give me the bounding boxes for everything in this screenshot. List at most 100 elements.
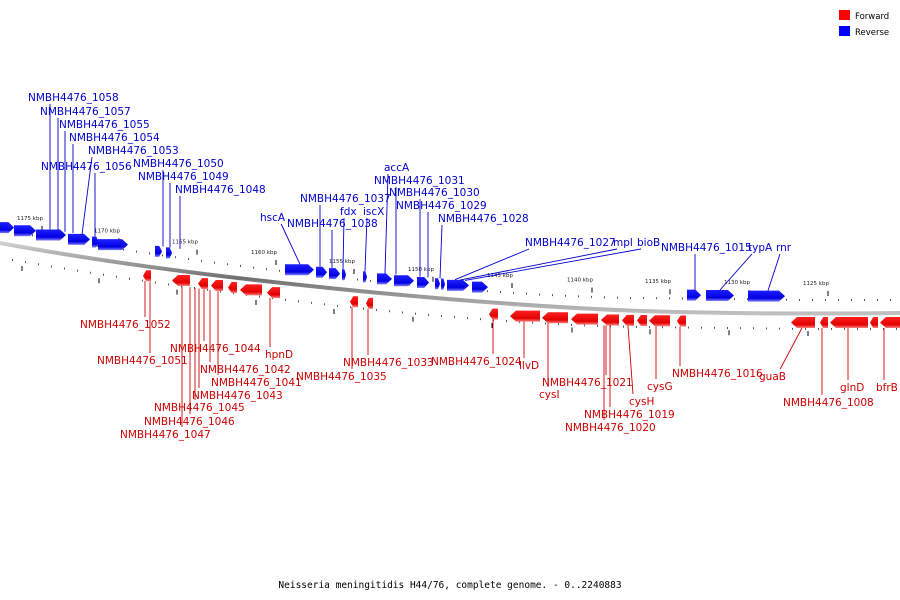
forward-track-dot (818, 328, 819, 330)
forward-gene-label: NMBH4476_1033 (343, 357, 434, 369)
reverse-track-dot (825, 299, 826, 301)
forward-track-dot (376, 308, 377, 311)
forward-gene-arrow (240, 284, 262, 296)
forward-label-leader (627, 325, 634, 395)
reverse-track-dot (838, 299, 839, 301)
reverse-track-dot (279, 269, 280, 272)
reverse-label-leader (342, 217, 345, 270)
forward-track-dot (142, 279, 143, 282)
forward-track-dot (740, 327, 741, 330)
forward-gene-arrow (489, 308, 498, 320)
forward-gene-label: cysG (647, 381, 673, 393)
forward-track-dot (493, 319, 494, 322)
reverse-gene-label: accA (384, 162, 410, 174)
reverse-gene-arrow (329, 268, 340, 280)
reverse-gene-arrow (447, 279, 469, 291)
reverse-gene-arrow (472, 281, 488, 293)
scale-tick-label: 1165 kbp (172, 240, 198, 246)
forward-gene-label: NMBH4476_1041 (211, 377, 302, 389)
scale-tick-label: 1140 kbp (567, 277, 593, 283)
forward-gene-arrow (820, 317, 828, 328)
forward-track-dot (168, 283, 169, 286)
reverse-label-leader (464, 248, 642, 281)
reverse-track-dot (487, 290, 488, 293)
reverse-gene-arrow (68, 233, 90, 245)
forward-track-dot (311, 301, 312, 304)
forward-gene-label: NMBH4476_1019 (584, 409, 675, 421)
reverse-gene-label: NMBH4476_1031 (374, 175, 465, 187)
forward-gene-arrow (510, 310, 540, 322)
forward-track-dot (883, 328, 884, 330)
reverse-label-leader (459, 248, 618, 281)
reverse-gene-arrow (98, 239, 128, 251)
forward-gene-arrow (830, 317, 868, 328)
forward-track-dot (441, 314, 442, 317)
forward-track-dot (480, 318, 481, 321)
forward-gene-label: NMBH4476_1052 (80, 319, 171, 331)
forward-track-dot (207, 288, 208, 291)
reverse-track-dot (851, 299, 852, 301)
forward-track-dot (129, 277, 130, 280)
forward-gene-arrow (880, 317, 900, 328)
reverse-track-dot (370, 279, 371, 282)
reverse-gene-label: NMBH4476_1057 (40, 106, 131, 118)
legend-forward-swatch (839, 10, 850, 20)
reverse-track-dot (669, 297, 670, 300)
forward-gene-arrow (542, 312, 568, 324)
scale-tick-label: 1160 kbp (251, 250, 277, 256)
reverse-track-dot (227, 263, 228, 266)
forward-track-dot (116, 275, 117, 278)
reverse-track-dot (123, 248, 124, 251)
forward-gene-label: guaB (759, 371, 786, 383)
forward-gene-arrow (211, 279, 223, 291)
reverse-gene-label: NMBH4476_1048 (175, 184, 266, 196)
gene-features (0, 222, 900, 328)
forward-track-dot (155, 281, 156, 284)
forward-gene-arrow (143, 270, 151, 282)
forward-gene-label: bfrB (876, 382, 898, 394)
reverse-gene-arrow (14, 225, 36, 237)
reverse-track-dot (526, 292, 527, 295)
forward-track-dot (649, 326, 650, 329)
reverse-label-leader (439, 224, 443, 279)
forward-gene-label: NMBH4476_1043 (192, 390, 283, 402)
forward-track-dot (64, 267, 65, 270)
forward-track-dot (272, 297, 273, 300)
forward-gene-arrow (870, 317, 878, 328)
forward-track-dot (610, 325, 611, 328)
scale-tick-label: 1170 kbp (94, 228, 120, 234)
reverse-gene-label: NMBH4476_1037 (300, 193, 391, 205)
forward-gene-label: NMBH4476_1045 (154, 402, 245, 414)
reverse-gene-arrow (36, 229, 66, 241)
reverse-track-dot (214, 261, 215, 264)
scale-tick-label: 1145 kbp (487, 273, 513, 279)
label-leaders (49, 104, 885, 427)
reverse-track-dot (604, 296, 605, 299)
forward-gene-label: cysI (539, 389, 560, 401)
forward-track-dot (402, 311, 403, 314)
reverse-gene-label: NMBH4476_1055 (59, 119, 150, 131)
forward-gene-arrow (172, 275, 190, 287)
forward-track-dot (766, 327, 767, 330)
reverse-track-dot (201, 259, 202, 262)
forward-track-dot (675, 326, 676, 329)
reverse-label-leader (81, 156, 93, 235)
forward-track-dot (857, 328, 858, 330)
forward-track-dot (714, 326, 715, 329)
reverse-track-dot (617, 296, 618, 299)
forward-track-dot (636, 325, 637, 328)
reverse-track-dot (786, 298, 787, 301)
forward-track-dot (38, 263, 39, 266)
forward-track-dot (532, 321, 533, 324)
forward-track-dot (558, 323, 559, 326)
forward-gene-arrow (198, 278, 208, 290)
forward-track-dot (779, 327, 780, 330)
reverse-track-dot (32, 234, 33, 237)
forward-track-dot (519, 320, 520, 323)
scale-tick-label: 1130 kbp (724, 280, 750, 286)
reverse-track-dot (357, 278, 358, 281)
reverse-gene-arrow (748, 290, 785, 302)
scale-ticks: 1175 kbp 1170 kbp 1165 kbp 1160 kbp 1155 kbp… (17, 216, 829, 336)
forward-track-dot (545, 322, 546, 325)
forward-track-dot (12, 259, 13, 262)
